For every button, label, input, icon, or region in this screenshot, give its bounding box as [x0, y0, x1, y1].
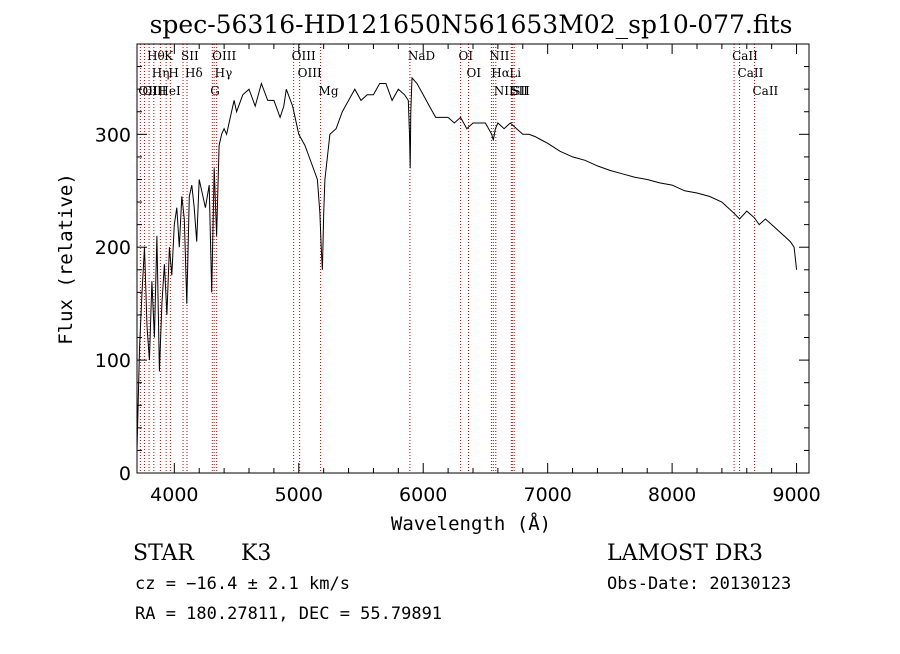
- line-marker-label: Hη: [152, 66, 170, 80]
- line-marker-label: G: [210, 84, 220, 98]
- y-axis-label: Flux (relative): [55, 173, 77, 345]
- line-marker-label: OIII: [212, 49, 236, 63]
- y-tick-label: 200: [95, 237, 131, 259]
- chart-title: spec-56316-HD121650N561653M02_sp10-077.f…: [150, 10, 793, 39]
- line-marker-label: SII: [510, 84, 528, 98]
- line-marker-label: OI: [467, 66, 482, 80]
- line-marker-label: HeI: [158, 84, 181, 98]
- line-marker-label: NaD: [408, 49, 435, 63]
- line-marker-label: SII: [181, 49, 199, 63]
- y-tick-label: 300: [95, 124, 131, 146]
- line-label-group: HθHηOIIOIIIHeIKHSIIHδOIIIHγGOIIIOIIIMgNa…: [138, 49, 778, 98]
- line-marker-label: OIII: [292, 49, 316, 63]
- x-axis-label: Wavelength (Å): [391, 512, 551, 535]
- redshift-velocity: cz = −16.4 ± 2.1 km/s: [135, 574, 350, 594]
- line-marker-label: NII: [494, 84, 514, 98]
- line-marker-label: H: [168, 66, 178, 80]
- line-marker-label: OII: [138, 84, 158, 98]
- axis-ticks: 4000 5000 6000 7000 8000 9000 0 100 200 300: [95, 44, 821, 506]
- line-marker-label: Mg: [319, 84, 339, 98]
- spectrum-line: [136, 76, 798, 451]
- line-marker-label: Li: [509, 66, 521, 80]
- line-marker-label: OIII: [298, 66, 322, 80]
- line-marker-label: CaII: [752, 84, 778, 98]
- line-marker-group: [139, 44, 755, 473]
- x-tick-label: 8000: [648, 484, 696, 506]
- line-marker-label: Hγ: [215, 66, 233, 80]
- line-marker-label: Hδ: [185, 66, 203, 80]
- line-marker-label: Hα: [491, 66, 510, 80]
- line-marker-label: Hθ: [147, 49, 165, 63]
- line-marker-label: SII: [512, 84, 530, 98]
- x-tick-label: 4000: [150, 484, 198, 506]
- line-marker-label: OI: [459, 49, 474, 63]
- y-tick-label: 100: [95, 350, 131, 372]
- y-tick-label: 0: [119, 463, 131, 485]
- line-marker-label: OIII: [142, 84, 166, 98]
- line-marker-label: CaII: [732, 49, 758, 63]
- line-marker-label: K: [164, 49, 174, 63]
- observation-date: Obs-Date: 20130123: [607, 574, 791, 594]
- line-marker-label: NII: [489, 49, 509, 63]
- x-tick-label: 5000: [275, 484, 323, 506]
- coordinates: RA = 180.27811, DEC = 55.79891: [135, 604, 442, 624]
- x-tick-label: 6000: [399, 484, 447, 506]
- survey-name: LAMOST DR3: [607, 541, 763, 566]
- object-type: STAR: [133, 541, 195, 566]
- x-tick-label: 9000: [772, 484, 820, 506]
- spectral-subclass: K3: [241, 541, 271, 566]
- x-tick-label: 7000: [523, 484, 571, 506]
- line-marker-label: CaII: [738, 66, 764, 80]
